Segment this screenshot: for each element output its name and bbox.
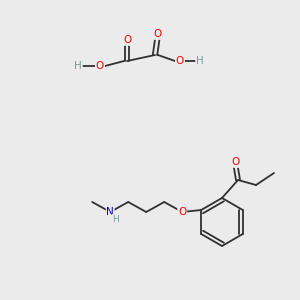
Text: O: O bbox=[176, 56, 184, 66]
Text: O: O bbox=[96, 61, 104, 71]
Text: H: H bbox=[74, 61, 82, 71]
Text: H: H bbox=[196, 56, 204, 66]
Text: N: N bbox=[106, 207, 114, 217]
Text: H: H bbox=[112, 214, 119, 224]
Text: O: O bbox=[123, 35, 131, 45]
Text: O: O bbox=[231, 157, 239, 167]
Text: O: O bbox=[178, 207, 186, 217]
Text: O: O bbox=[154, 29, 162, 39]
